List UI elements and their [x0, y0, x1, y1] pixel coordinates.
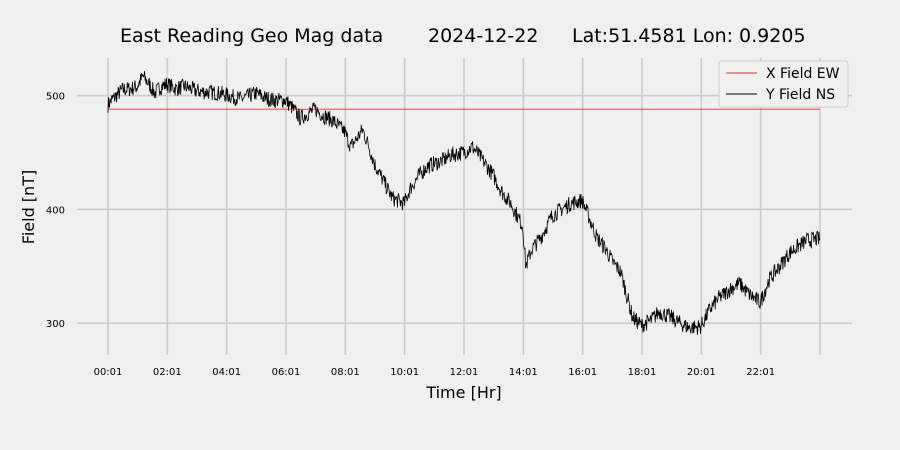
x-tick-label: 04:01: [212, 367, 241, 378]
chart-title-station: East Reading Geo Mag data: [120, 25, 383, 47]
x-tick-label: 08:01: [331, 367, 360, 378]
x-tick-label: 00:01: [94, 367, 123, 378]
x-tick-label: 02:01: [153, 367, 182, 378]
x-tick-label: 16:01: [568, 367, 597, 378]
legend-label-y-field: Y Field NS: [765, 87, 835, 103]
x-tick-labels: 00:01 02:01 04:01 06:01 08:01 10:01 12:01 14:01…: [94, 367, 775, 378]
legend: X Field EW Y Field NS: [718, 60, 849, 108]
x-tick-label: 14:01: [509, 367, 538, 378]
y-tick-labels: 300 400 500: [46, 92, 65, 331]
x-tick-label: 22:01: [746, 367, 775, 378]
x-tick-label: 06:01: [272, 367, 301, 378]
series-line-y-field-ns: [107, 71, 821, 335]
grid: [77, 58, 852, 355]
series-group: [107, 71, 821, 335]
chart-title-date: 2024-12-22: [428, 25, 538, 47]
chart-title-location: Lat:51.4581 Lon: 0.9205: [572, 25, 806, 47]
y-tick-label: 500: [46, 92, 65, 103]
x-tick-label: 12:01: [450, 367, 479, 378]
y-tick-label: 400: [46, 205, 65, 216]
y-axis-label: Field [nT]: [19, 170, 38, 244]
x-tick-label: 18:01: [628, 367, 657, 378]
x-axis-label: Time [Hr]: [425, 383, 501, 402]
x-tick-label: 20:01: [687, 367, 716, 378]
y-tick-label: 300: [46, 319, 65, 330]
legend-label-x-field: X Field EW: [766, 66, 840, 82]
x-tick-label: 10:01: [390, 367, 419, 378]
